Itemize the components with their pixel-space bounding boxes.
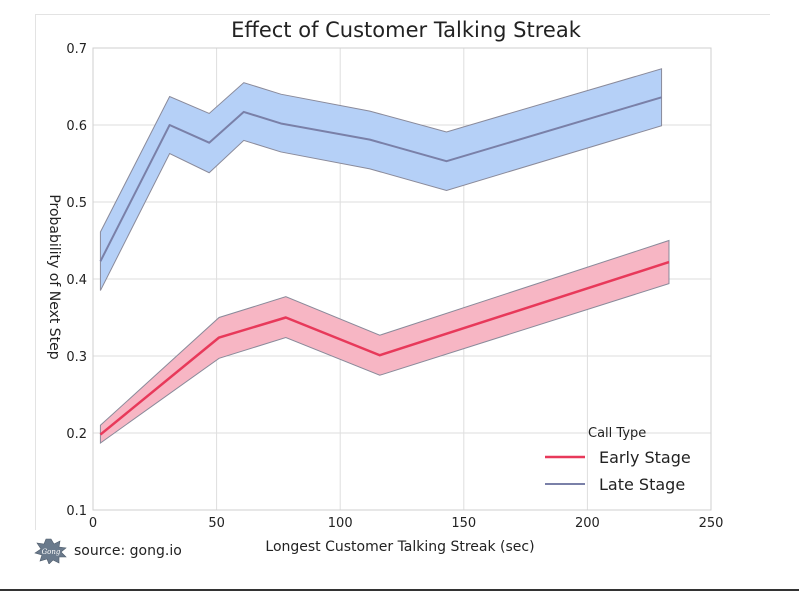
frame-left-line [35, 14, 36, 530]
y-tick-label: 0.7 [66, 42, 87, 57]
plot-area-frame [92, 47, 712, 511]
y-tick-label: 0.3 [66, 350, 87, 365]
x-tick-label: 150 [451, 516, 476, 531]
x-tick-label: 250 [699, 516, 724, 531]
confidence-band-early-stage [99, 239, 670, 444]
frame-top-line [35, 14, 770, 15]
y-tick-label: 0.2 [66, 427, 87, 442]
chart-title: Effect of Customer Talking Streak [231, 18, 582, 42]
y-tick-label: 0.6 [66, 119, 87, 134]
confidence-band-late-stage [99, 68, 663, 291]
y-tick-label: 0.4 [66, 273, 87, 288]
legend-label: Early Stage [599, 448, 691, 467]
x-tick-label: 200 [575, 516, 600, 531]
legend-label: Late Stage [599, 475, 685, 494]
gong-logo-text: Gong [42, 548, 61, 556]
y-axis-label: Probability of Next Step [46, 194, 62, 359]
gong-logo-icon: Gong [34, 538, 67, 564]
confidence-bands [99, 68, 670, 444]
x-tick-label: 50 [208, 516, 225, 531]
y-tick-label: 0.1 [66, 504, 87, 519]
x-tick-label: 100 [328, 516, 353, 531]
legend-items: Early Stage Late Stage [545, 448, 691, 494]
x-tick-labels: 0 50 100 150 200 250 [89, 516, 724, 531]
legend: Call Type Early Stage Late Stage [545, 426, 691, 494]
source-attribution: Gong source: gong.io [34, 538, 182, 564]
series-lines [99, 96, 670, 436]
x-tick-label: 0 [89, 516, 97, 531]
series-line-late-stage [99, 96, 662, 262]
y-tick-label: 0.5 [66, 196, 87, 211]
series-line-early-stage [99, 260, 670, 436]
bottom-divider [0, 589, 799, 591]
x-axis-label: Longest Customer Talking Streak (sec) [265, 539, 534, 555]
y-tick-labels: 0.1 0.2 0.3 0.4 0.5 0.6 0.7 [66, 42, 87, 519]
legend-title: Call Type [588, 426, 646, 441]
source-text: source: gong.io [74, 543, 182, 559]
